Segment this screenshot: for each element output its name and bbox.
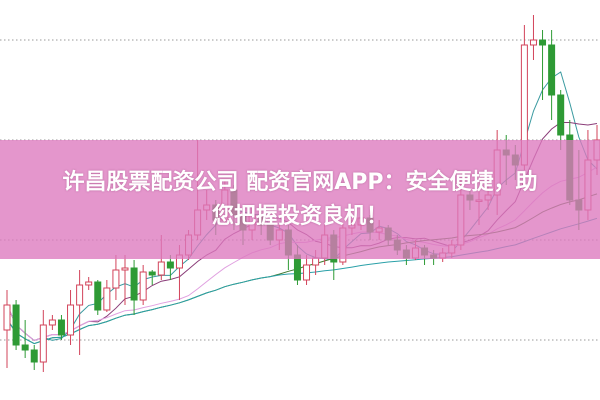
candle-body-17 bbox=[157, 261, 165, 276]
candle-body-9 bbox=[85, 281, 93, 286]
candle-body-10 bbox=[94, 281, 102, 311]
candle-body-1 bbox=[12, 304, 20, 346]
candle-body-14 bbox=[130, 267, 138, 301]
candle-body-34 bbox=[312, 257, 320, 266]
candle-body-60 bbox=[548, 44, 556, 96]
candle-body-18 bbox=[166, 261, 174, 269]
candle-body-0 bbox=[3, 304, 11, 331]
candle-body-4 bbox=[39, 324, 47, 363]
candle-body-59 bbox=[539, 39, 547, 46]
candle-body-6 bbox=[57, 319, 65, 336]
candle-body-5 bbox=[48, 319, 56, 326]
candle-body-16 bbox=[148, 271, 156, 276]
candle-body-2 bbox=[21, 344, 29, 351]
candle-body-8 bbox=[76, 284, 84, 306]
candle-body-15 bbox=[139, 271, 147, 301]
headline-banner: 许昌股票配资公司 配资官网APP：安全便捷，助 您把握投资良机！ bbox=[0, 140, 600, 259]
candle-body-3 bbox=[30, 349, 38, 363]
candle-body-33 bbox=[303, 264, 311, 281]
candle-body-11 bbox=[103, 287, 111, 311]
candle-body-13 bbox=[121, 267, 129, 271]
candle-body-58 bbox=[529, 39, 537, 46]
headline-line-1: 许昌股票配资公司 配资官网APP：安全便捷，助 bbox=[62, 169, 538, 195]
candle-body-12 bbox=[112, 269, 120, 289]
candle-body-61 bbox=[557, 94, 565, 136]
candle-body-7 bbox=[67, 304, 75, 336]
headline-line-2: 您把握投资良机！ bbox=[211, 203, 388, 229]
